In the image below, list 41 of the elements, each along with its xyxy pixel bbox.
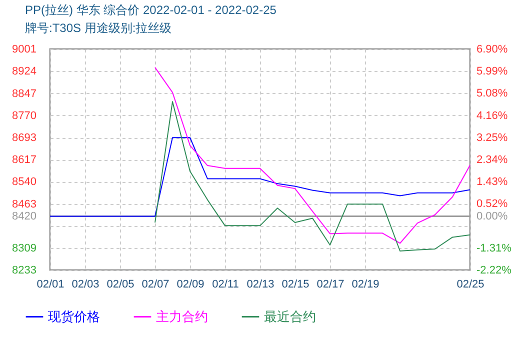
x-tick-label: 02/07 — [142, 278, 170, 290]
x-tick-label: 02/25 — [456, 278, 484, 290]
chart-title: PP(拉丝) 华东 综合价 2022-02-01 - 2022-02-25 — [25, 3, 277, 17]
y-tick-label: 9001 — [12, 44, 36, 56]
y2-tick-label: 1.43% — [476, 176, 508, 188]
y2-tick-label: 3.25% — [476, 132, 508, 144]
y-tick-label: 8924 — [12, 66, 36, 78]
legend-label: 最近合约 — [264, 308, 316, 324]
y2-tick-label: -2.22% — [476, 264, 512, 276]
x-tick-label: 02/11 — [212, 278, 239, 290]
y2-tick-label: 0.52% — [476, 198, 508, 210]
y-tick-label: 8693 — [12, 132, 36, 144]
y-tick-label: 8309 — [12, 242, 36, 255]
y2-tick-label: 2.34% — [476, 154, 508, 166]
chart-subtitle: 牌号:T30S 用途级别:拉丝级 — [25, 21, 172, 35]
line-series — [154, 101, 470, 252]
y2-tick-label: 5.99% — [476, 66, 508, 78]
x-tick-label: 02/19 — [352, 278, 380, 290]
y-tick-label: 8233 — [12, 264, 36, 276]
legend-label: 主力合约 — [156, 308, 208, 324]
y2-tick-label: 0.00% — [476, 210, 508, 223]
y-tick-label: 8463 — [12, 198, 36, 210]
x-tick-label: 02/05 — [106, 278, 134, 290]
legend-label: 现货价格 — [48, 308, 100, 324]
y2-tick-label: 5.08% — [476, 88, 508, 100]
line-series — [154, 66, 470, 244]
x-tick-label: 02/17 — [316, 278, 344, 290]
y-tick-label: 8770 — [12, 110, 36, 122]
x-tick-label: 02/01 — [36, 278, 64, 290]
y-tick-label: 8540 — [12, 176, 36, 188]
y2-tick-label: -1.31% — [476, 242, 512, 254]
x-tick-label: 02/09 — [176, 278, 204, 290]
y-tick-label: 8420 — [12, 210, 36, 223]
y-tick-label: 8847 — [12, 88, 36, 100]
y2-tick-label: 6.90% — [476, 44, 508, 56]
x-tick-label: 02/13 — [246, 278, 274, 290]
y2-tick-label: 4.16% — [476, 110, 508, 122]
y-tick-label: 8617 — [12, 154, 36, 166]
x-tick-label: 02/03 — [72, 278, 100, 290]
x-tick-label: 02/15 — [282, 278, 310, 290]
line-series — [50, 137, 470, 217]
